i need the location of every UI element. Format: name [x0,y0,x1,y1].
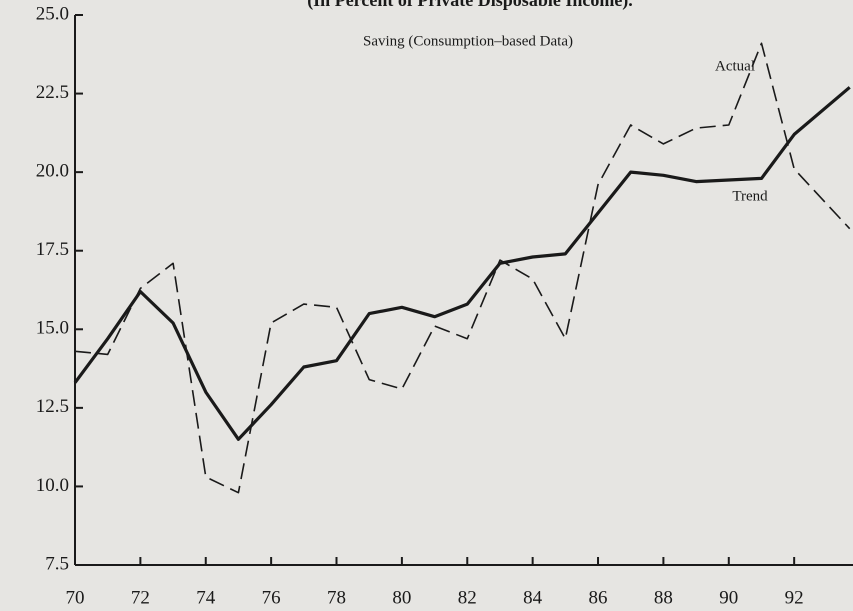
x-tick-label: 74 [196,587,216,608]
y-tick-label: 20.0 [36,161,69,182]
series-line [73,86,851,441]
x-tick-label: 86 [589,587,608,608]
x-tick-label: 84 [523,587,543,608]
y-tick-label: 15.0 [36,318,69,339]
x-tick-label: 90 [719,587,738,608]
x-tick-label: 78 [327,587,346,608]
x-tick-label: 72 [131,587,150,608]
x-tick-label: 88 [654,587,673,608]
series-label: Trend [732,188,768,204]
x-tick-label: 70 [66,587,85,608]
series-label: Actual [715,58,755,74]
y-tick-label: 7.5 [45,553,69,574]
x-tick-label: 92 [785,587,804,608]
x-tick-label: 80 [392,587,411,608]
y-tick-label: 10.0 [36,475,69,496]
series-line [74,42,851,494]
x-tick-label: 76 [262,587,281,608]
y-tick-label: 17.5 [36,239,69,260]
x-tick-label: 82 [458,587,477,608]
annotation: Saving (Consumption–based Data) [363,33,573,49]
y-tick-label: 22.5 [36,82,69,103]
chart-title: (In Percent of Private Disposable Income… [307,0,633,11]
y-tick-label: 25.0 [36,3,69,24]
y-tick-label: 12.5 [36,396,69,417]
